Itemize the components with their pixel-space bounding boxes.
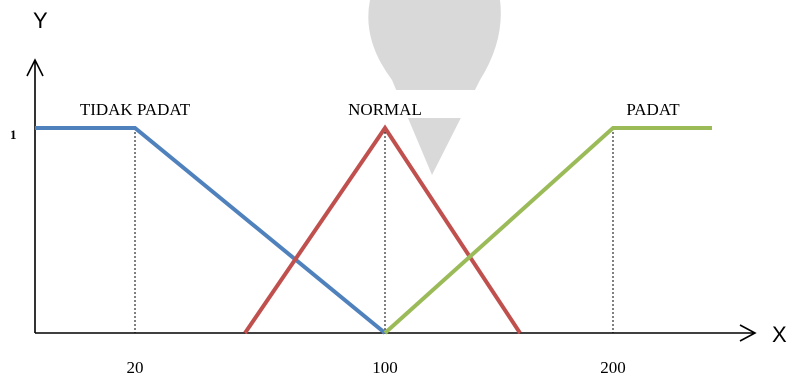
x-tick-label-200: 200 — [600, 358, 626, 377]
y-axis-label: Y — [33, 8, 48, 33]
x-axis-arrowhead — [739, 324, 757, 342]
x-tick-labels: 20 100 200 — [127, 358, 626, 377]
y-tick-label-1: 1 — [10, 127, 17, 142]
series-line-normal — [243, 124, 522, 335]
series-line-tidak-padat — [35, 126, 387, 335]
y-axis-arrowhead — [26, 58, 44, 77]
watermark-shape — [368, 0, 501, 175]
x-tick-label-100: 100 — [372, 358, 398, 377]
series-group — [35, 124, 712, 335]
x-tick-label-20: 20 — [127, 358, 144, 377]
series-label-padat: PADAT — [626, 100, 680, 119]
watermark-gap — [355, 90, 530, 118]
series-label-tidak-padat: TIDAK PADAT — [80, 100, 191, 119]
series-line-padat — [383, 126, 712, 335]
series-label-normal: NORMAL — [348, 100, 422, 119]
x-axis-label: X — [772, 322, 787, 347]
series-labels: TIDAK PADAT NORMAL PADAT — [80, 100, 680, 119]
tick-drop-lines — [134, 128, 614, 333]
